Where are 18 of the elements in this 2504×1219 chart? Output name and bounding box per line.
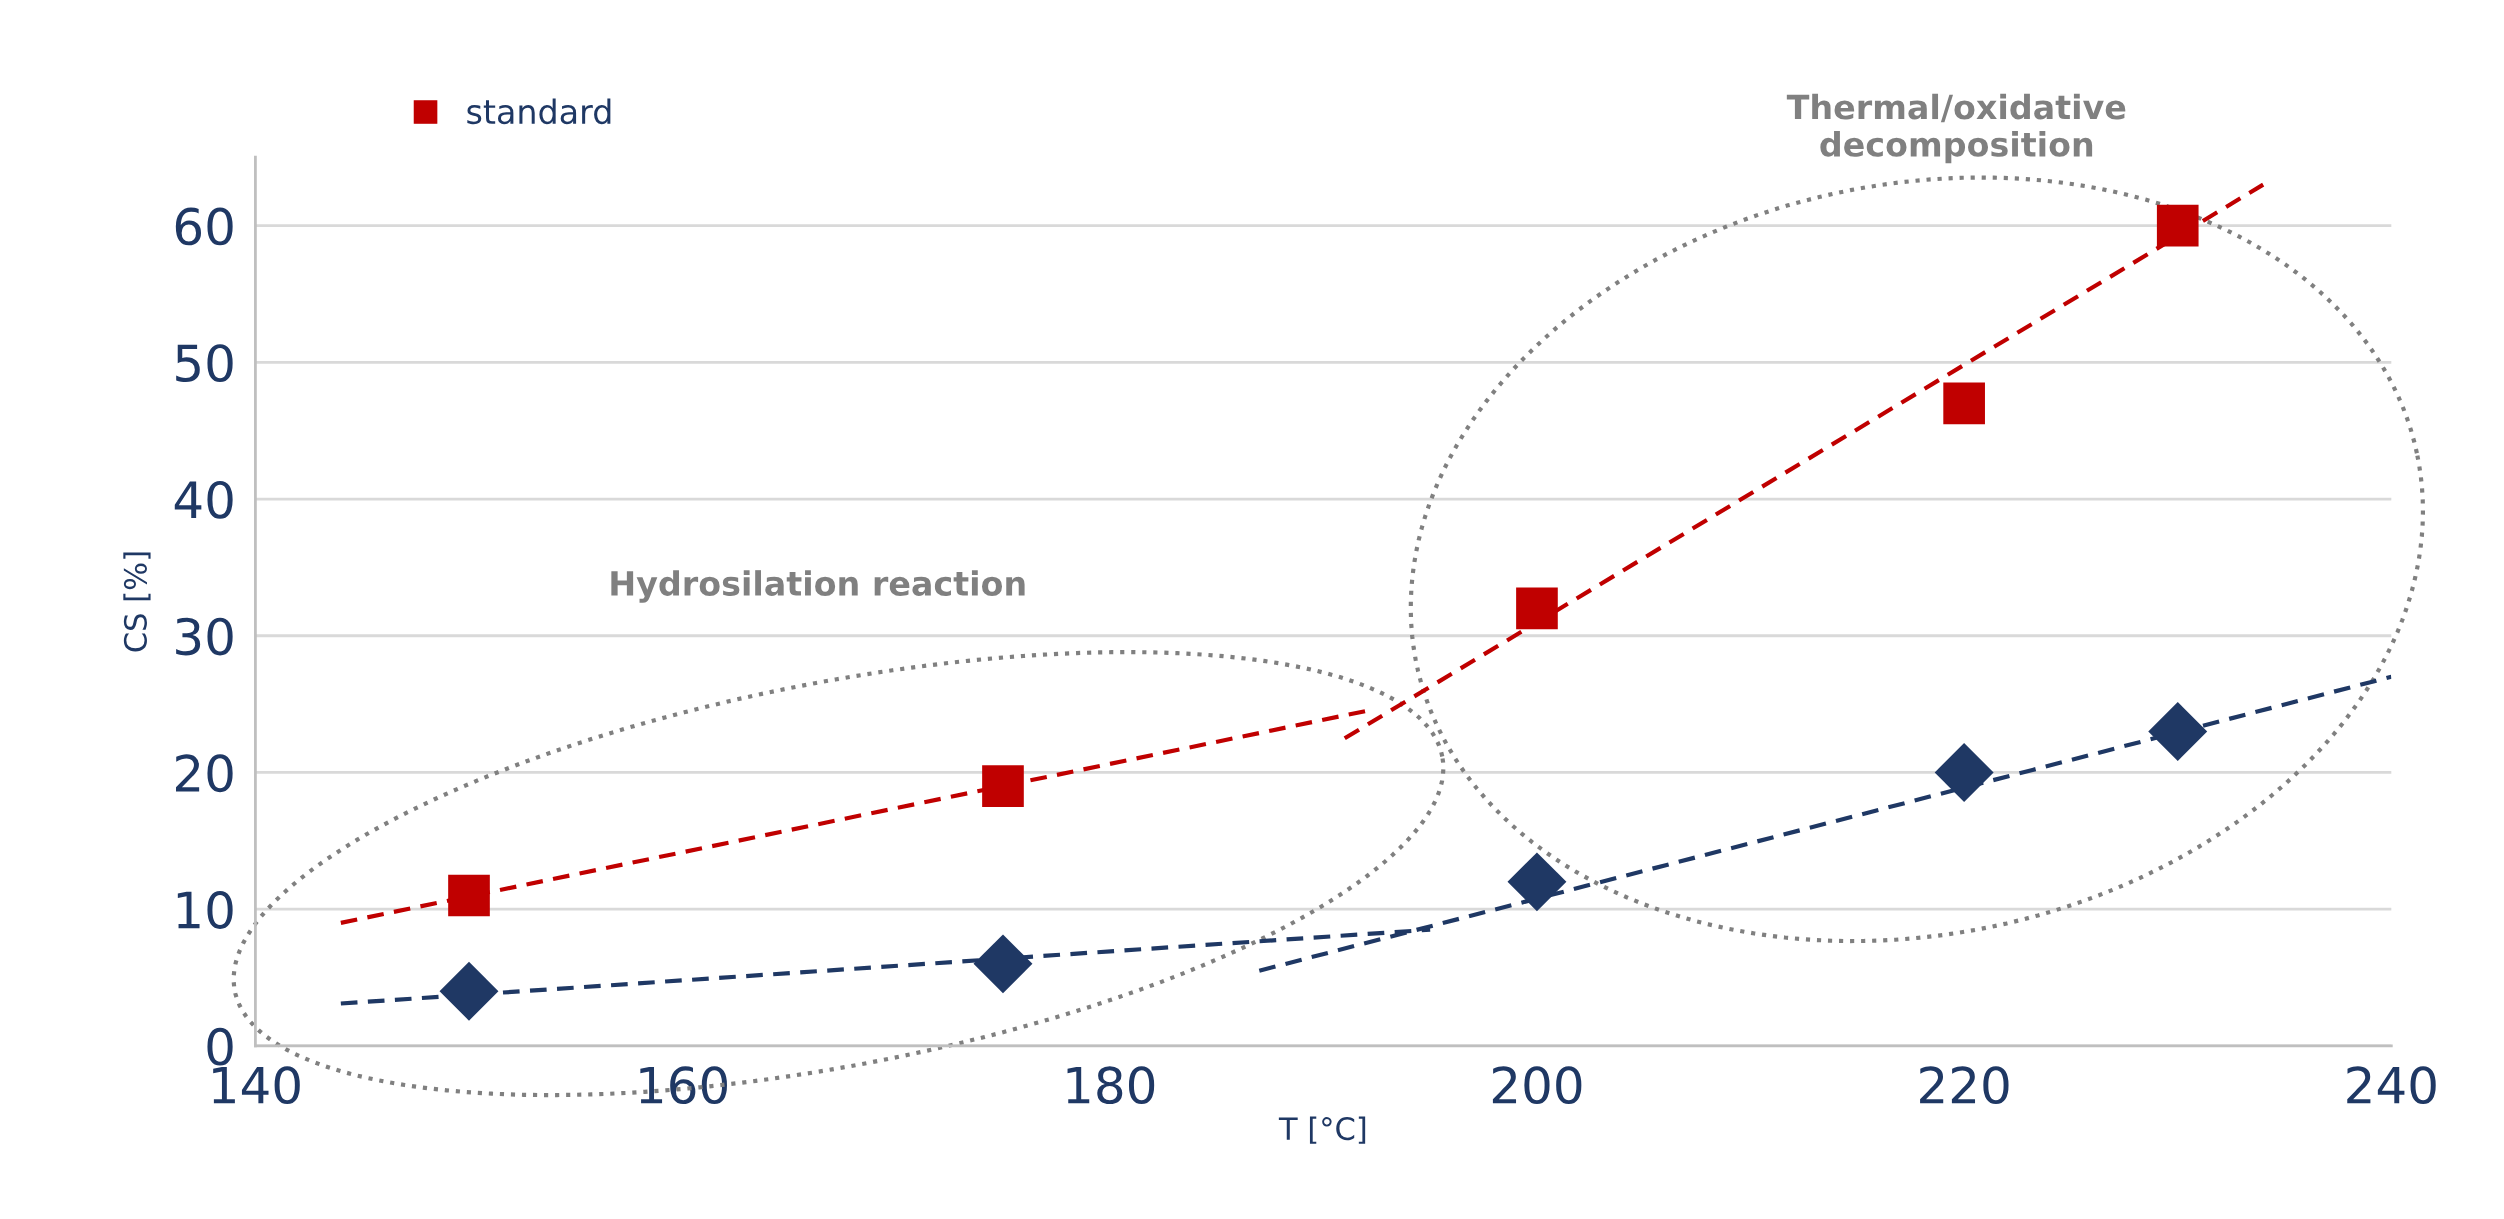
- y-axis-title: CS [%]: [123, 552, 151, 652]
- x-tick-label: 220: [1920, 1066, 2009, 1105]
- y-tick-label: 20: [176, 754, 233, 793]
- legend-label: standard: [467, 98, 611, 125]
- x-tick-label: 160: [640, 1066, 727, 1105]
- x-tick-label: 180: [1067, 1066, 1155, 1105]
- annotation: Thermal/oxidative decomposition: [1786, 93, 2126, 164]
- y-tick-label: 10: [177, 891, 233, 929]
- x-axis-title: T [°C]: [1278, 1116, 1366, 1144]
- y-tick-label: 0: [207, 1027, 233, 1066]
- y-tick-label: 30: [176, 617, 233, 656]
- y-tick-label: 50: [176, 344, 233, 383]
- y-tick-label: 60: [175, 207, 233, 246]
- x-tick-label: 240: [2347, 1066, 2436, 1105]
- y-tick-label: 40: [174, 480, 233, 519]
- x-tick-label: 140: [213, 1066, 300, 1105]
- annotation: Hydrosilation reaction: [611, 570, 1025, 603]
- x-tick-label: 200: [1492, 1066, 1582, 1105]
